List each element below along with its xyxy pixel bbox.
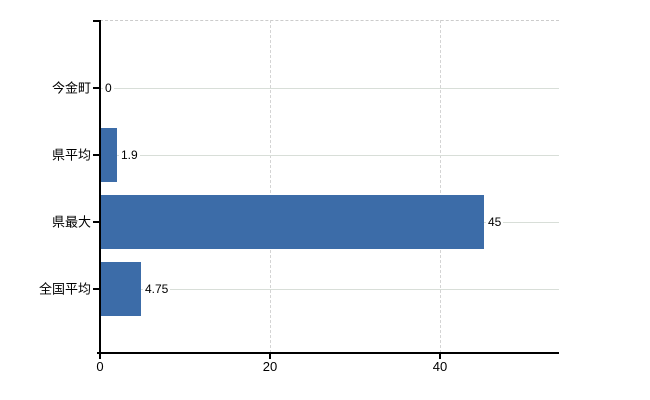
category-label: 県平均: [51, 147, 91, 163]
value-label: 45: [486, 215, 504, 229]
h-gridline: [101, 88, 559, 89]
y-tick: [93, 221, 100, 223]
x-tick-label: 20: [262, 359, 278, 374]
x-tick: [439, 354, 441, 359]
value-label: 0: [103, 81, 114, 95]
x-axis-line: [97, 352, 559, 354]
y-axis-line: [99, 20, 101, 356]
v-gridline: [270, 20, 271, 353]
x-tick-label: 40: [432, 359, 448, 374]
x-tick-label: 0: [96, 359, 104, 374]
plot-top-border: [100, 20, 559, 21]
x-tick: [269, 354, 271, 359]
y-tick: [93, 20, 100, 22]
h-gridline: [101, 289, 559, 290]
bar: [101, 195, 484, 249]
category-label: 県最大: [51, 214, 91, 230]
y-tick: [93, 154, 100, 156]
value-label: 1.9: [119, 148, 140, 162]
h-gridline: [101, 155, 559, 156]
y-tick: [93, 87, 100, 89]
value-label: 4.75: [143, 282, 171, 296]
x-tick: [99, 354, 101, 359]
category-label: 今金町: [51, 80, 91, 96]
bar: [101, 128, 117, 182]
y-tick: [93, 288, 100, 290]
v-gridline: [440, 20, 441, 353]
bar: [101, 262, 141, 316]
category-label: 全国平均: [38, 281, 91, 297]
